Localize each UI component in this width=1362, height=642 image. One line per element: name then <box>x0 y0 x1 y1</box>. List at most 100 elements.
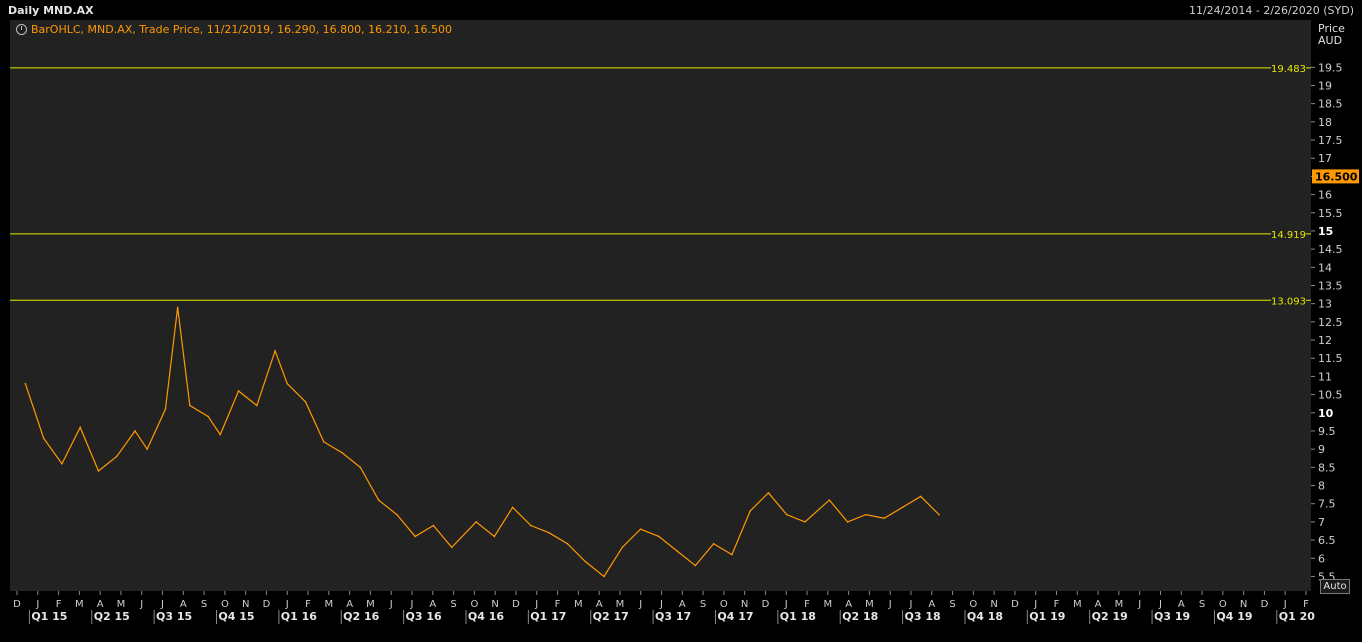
x-tick-label: S <box>1199 599 1205 610</box>
price-point <box>79 426 81 429</box>
price-point <box>530 524 532 527</box>
x-tick-label: A <box>928 599 935 610</box>
quarter-label: Q3 19 <box>1154 610 1190 623</box>
price-point <box>548 532 550 534</box>
y-tick-label: 12 <box>1318 334 1332 347</box>
quarter-label: Q3 17 <box>655 610 691 623</box>
price-point <box>676 550 678 552</box>
price-point <box>731 553 733 556</box>
y-tick-label: 8 <box>1318 480 1325 493</box>
price-point <box>176 306 179 309</box>
price-point <box>134 430 136 432</box>
price-point <box>377 499 380 501</box>
x-tick-label: J <box>638 599 642 610</box>
x-tick-label: N <box>990 599 997 610</box>
price-point <box>901 506 904 509</box>
price-point <box>846 521 849 523</box>
y-tick-label: 13 <box>1318 298 1332 311</box>
price-point <box>396 513 398 516</box>
price-point <box>256 404 258 407</box>
x-tick-label: F <box>1303 599 1309 610</box>
price-point <box>341 451 343 454</box>
x-tick-label: J <box>160 599 164 610</box>
x-tick-label: D <box>1261 599 1269 610</box>
price-point <box>115 455 118 458</box>
x-tick-label: O <box>969 599 977 610</box>
x-tick-label: N <box>741 599 748 610</box>
x-tick-label: S <box>949 599 955 610</box>
axis-title-price: Price <box>1318 22 1345 35</box>
price-point <box>712 542 715 545</box>
x-tick-label: O <box>470 599 478 610</box>
x-tick-label: M <box>1115 599 1124 610</box>
reference-line-label: 19.483 <box>1271 64 1306 75</box>
axis-title-currency: AUD <box>1318 34 1343 47</box>
x-tick-label: S <box>700 599 706 610</box>
quarter-label: Q2 17 <box>593 610 629 623</box>
x-tick-label: M <box>574 599 583 610</box>
price-point <box>286 382 289 385</box>
quarter-label: Q2 16 <box>343 610 379 623</box>
x-tick-label: A <box>180 599 187 610</box>
price-point <box>603 575 605 578</box>
axis-title: Price AUD <box>1318 23 1345 47</box>
last-price-label: 16.500 <box>1315 170 1358 183</box>
price-point <box>219 433 222 436</box>
y-tick-label: 6.5 <box>1318 534 1336 547</box>
price-point <box>189 404 191 407</box>
y-tick-label: 17 <box>1318 152 1332 165</box>
y-tick-label: 14.5 <box>1318 243 1343 256</box>
legend[interactable]: BarOHLC, MND.AX, Trade Price, 11/21/2019… <box>16 23 452 36</box>
x-tick-label: F <box>56 599 62 610</box>
y-tick-label: 19.5 <box>1318 61 1343 74</box>
time-axis[interactable] <box>0 591 1362 642</box>
price-point <box>146 448 148 450</box>
price-point <box>785 513 788 516</box>
y-tick-label: 9.5 <box>1318 425 1336 438</box>
x-tick-label: O <box>221 599 229 610</box>
x-tick-label: J <box>1137 599 1141 610</box>
y-tick-label: 18.5 <box>1318 98 1343 111</box>
price-point <box>432 524 435 527</box>
y-tick-label: 16 <box>1318 189 1332 202</box>
y-tick-label: 12.5 <box>1318 316 1343 329</box>
x-tick-label: M <box>325 599 334 610</box>
clock-icon <box>16 24 27 35</box>
x-tick-label: N <box>242 599 249 610</box>
y-tick-label: 17.5 <box>1318 134 1343 147</box>
price-axis[interactable] <box>1311 20 1362 591</box>
auto-scale-button[interactable]: Auto <box>1320 579 1350 594</box>
x-tick-label: A <box>1095 599 1102 610</box>
y-tick-label: 15 <box>1318 225 1333 238</box>
price-point <box>414 535 416 538</box>
plot-area[interactable] <box>10 20 1311 591</box>
x-tick-label: M <box>616 599 625 610</box>
x-tick-label: J <box>389 599 393 610</box>
price-point <box>621 546 624 549</box>
x-tick-label: F <box>804 599 810 610</box>
price-point <box>24 382 27 385</box>
quarter-label: Q3 18 <box>905 610 941 623</box>
y-tick-label: 14 <box>1318 261 1332 274</box>
date-range: 11/24/2014 - 2/26/2020 (SYD) <box>1188 4 1354 17</box>
chart-title: Daily MND.AX <box>8 4 94 17</box>
x-tick-label: O <box>720 599 728 610</box>
quarter-label: Q2 18 <box>842 610 878 623</box>
x-tick-label: J <box>888 599 892 610</box>
price-point <box>865 513 867 516</box>
price-point <box>694 564 697 567</box>
price-point <box>804 521 806 523</box>
x-tick-label: O <box>1219 599 1227 610</box>
x-tick-label: M <box>75 599 84 610</box>
x-tick-label: N <box>1240 599 1247 610</box>
x-tick-label: J <box>1283 599 1287 610</box>
y-tick-label: 13.5 <box>1318 279 1343 292</box>
x-tick-label: J <box>534 599 538 610</box>
price-point <box>767 492 770 494</box>
x-tick-label: J <box>909 599 913 610</box>
price-point <box>359 466 362 469</box>
reference-line-label: 14.919 <box>1271 230 1306 241</box>
x-tick-label: A <box>845 599 852 610</box>
price-point <box>42 437 45 440</box>
